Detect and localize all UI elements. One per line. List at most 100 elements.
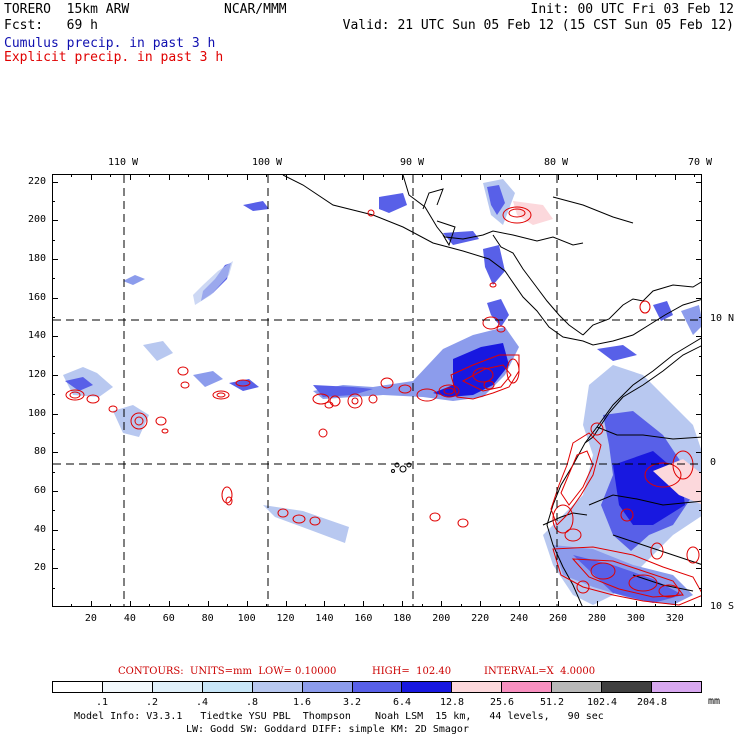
field-label-explicit: Explicit precip. in past 3 h: [4, 50, 224, 65]
axis-tick: [636, 174, 637, 180]
x-grid-label: 60: [162, 613, 175, 624]
organization-label: NCAR/MMM: [224, 2, 287, 17]
axis-tick: [519, 174, 520, 180]
y-grid-label: 20: [33, 562, 46, 574]
color-scale-segment: [53, 682, 103, 692]
axis-tick: [696, 491, 702, 492]
longitude-label: 70 W: [687, 157, 713, 168]
axis-tick: [52, 278, 55, 279]
axis-tick: [227, 174, 228, 177]
axis-tick: [558, 174, 559, 180]
axis-tick: [305, 604, 306, 607]
color-scale-tick-label: 25.6: [489, 697, 515, 708]
init-time: Init: 00 UTC Fri 03 Feb 12: [530, 2, 735, 17]
axis-tick: [422, 174, 423, 177]
axis-tick: [699, 317, 702, 318]
color-scale-tick-label: 12.8: [439, 697, 465, 708]
axis-tick: [130, 174, 131, 180]
color-scale-segment: [252, 682, 303, 692]
x-grid-label: 280: [587, 613, 606, 624]
axis-tick: [266, 604, 267, 607]
axis-tick: [110, 604, 111, 607]
axis-tick: [130, 601, 131, 607]
color-scale-tick-label: 51.2: [539, 697, 565, 708]
axis-tick: [696, 259, 702, 260]
y-grid-label: 220: [27, 175, 46, 187]
color-scale-tick-label: 6.4: [392, 697, 412, 708]
map-canvas: [53, 175, 701, 606]
x-grid-label: 300: [626, 613, 645, 624]
x-grid-label: 240: [510, 613, 529, 624]
latitude-label: 0: [710, 457, 717, 468]
axis-tick: [577, 604, 578, 607]
color-scale-segment: [152, 682, 203, 692]
axis-tick: [480, 601, 481, 607]
axis-tick: [616, 174, 617, 177]
axis-tick: [402, 601, 403, 607]
axis-tick: [402, 174, 403, 180]
axis-tick: [363, 174, 364, 180]
axis-tick: [519, 601, 520, 607]
color-scale-segment: [652, 682, 701, 692]
color-scale-segment: [352, 682, 403, 692]
axis-tick: [208, 601, 209, 607]
axis-tick: [52, 394, 55, 395]
color-scale-segment: [102, 682, 153, 692]
model-physics: LW: Godd SW: Goddard DIFF: simple KM: 2D…: [186, 724, 469, 735]
longitude-label: 110 W: [107, 157, 139, 168]
axis-tick: [149, 604, 150, 607]
x-grid-label: 140: [315, 613, 334, 624]
axis-tick: [52, 317, 55, 318]
color-scale-tick-label: 204.8: [636, 697, 668, 708]
axis-tick: [383, 174, 384, 177]
axis-tick: [363, 601, 364, 607]
axis-tick: [699, 433, 702, 434]
x-grid-label: 180: [393, 613, 412, 624]
axis-tick: [324, 174, 325, 180]
contours-high: HIGH= 102.40: [372, 666, 452, 677]
axis-tick: [539, 174, 540, 177]
axis-tick: [675, 174, 676, 180]
color-scale-segment: [402, 682, 453, 692]
axis-tick: [696, 182, 702, 183]
axis-tick: [110, 174, 111, 177]
axis-tick: [91, 174, 92, 180]
axis-tick: [480, 174, 481, 180]
valid-time: Valid: 21 UTC Sun 05 Feb 12 (15 CST Sun …: [342, 18, 734, 33]
color-scale-segment: [552, 682, 603, 692]
x-grid-label: 80: [201, 613, 214, 624]
axis-tick: [91, 601, 92, 607]
axis-tick: [696, 375, 702, 376]
axis-tick: [52, 568, 58, 569]
longitude-label: 90 W: [399, 157, 425, 168]
axis-tick: [188, 604, 189, 607]
axis-tick: [461, 174, 462, 177]
axis-tick: [699, 240, 702, 241]
color-scale-segment: [202, 682, 253, 692]
axis-tick: [52, 433, 55, 434]
axis-tick: [344, 604, 345, 607]
x-grid-label: 260: [548, 613, 568, 624]
axis-tick: [52, 472, 55, 473]
y-grid-label: 140: [27, 330, 46, 342]
axis-tick: [699, 201, 702, 202]
axis-tick: [52, 356, 55, 357]
axis-tick: [699, 278, 702, 279]
axis-tick: [169, 601, 170, 607]
y-grid-label: 120: [27, 369, 46, 381]
axis-tick: [441, 601, 442, 607]
model-title: TORERO 15km ARW: [4, 2, 130, 17]
axis-tick: [344, 174, 345, 177]
axis-tick: [52, 259, 58, 260]
axis-tick: [227, 604, 228, 607]
axis-tick: [699, 549, 702, 550]
axis-tick: [52, 549, 55, 550]
axis-tick: [441, 174, 442, 180]
axis-tick: [696, 414, 702, 415]
axis-tick: [247, 174, 248, 180]
color-scale-tick-label: .1: [95, 697, 109, 708]
axis-tick: [52, 220, 58, 221]
axis-tick: [247, 601, 248, 607]
axis-tick: [699, 356, 702, 357]
axis-tick: [52, 375, 58, 376]
